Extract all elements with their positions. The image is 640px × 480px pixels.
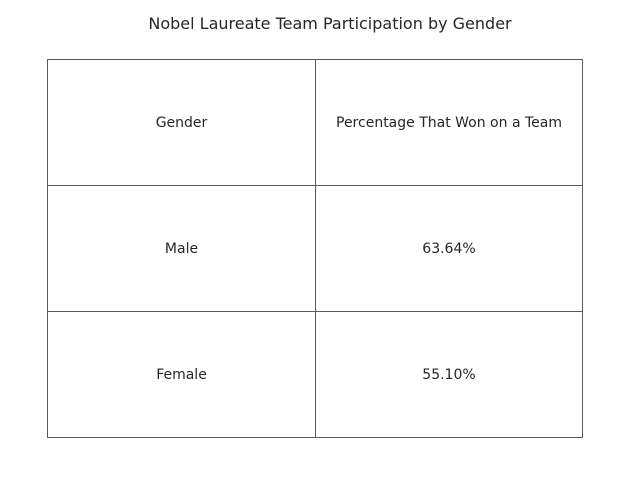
table-row: Male 63.64% [47,185,583,312]
data-table: Gender Percentage That Won on a Team Mal… [47,59,583,438]
column-header-gender: Gender [47,59,316,186]
table-row: Female 55.10% [47,311,583,438]
chart-title: Nobel Laureate Team Participation by Gen… [148,14,512,33]
column-header-percentage: Percentage That Won on a Team [315,59,583,186]
table-cell-gender: Female [47,311,316,438]
table-cell-percentage: 55.10% [315,311,583,438]
table-cell-percentage: 63.64% [315,185,583,312]
table-cell-gender: Male [47,185,316,312]
table-header-row: Gender Percentage That Won on a Team [47,59,583,186]
